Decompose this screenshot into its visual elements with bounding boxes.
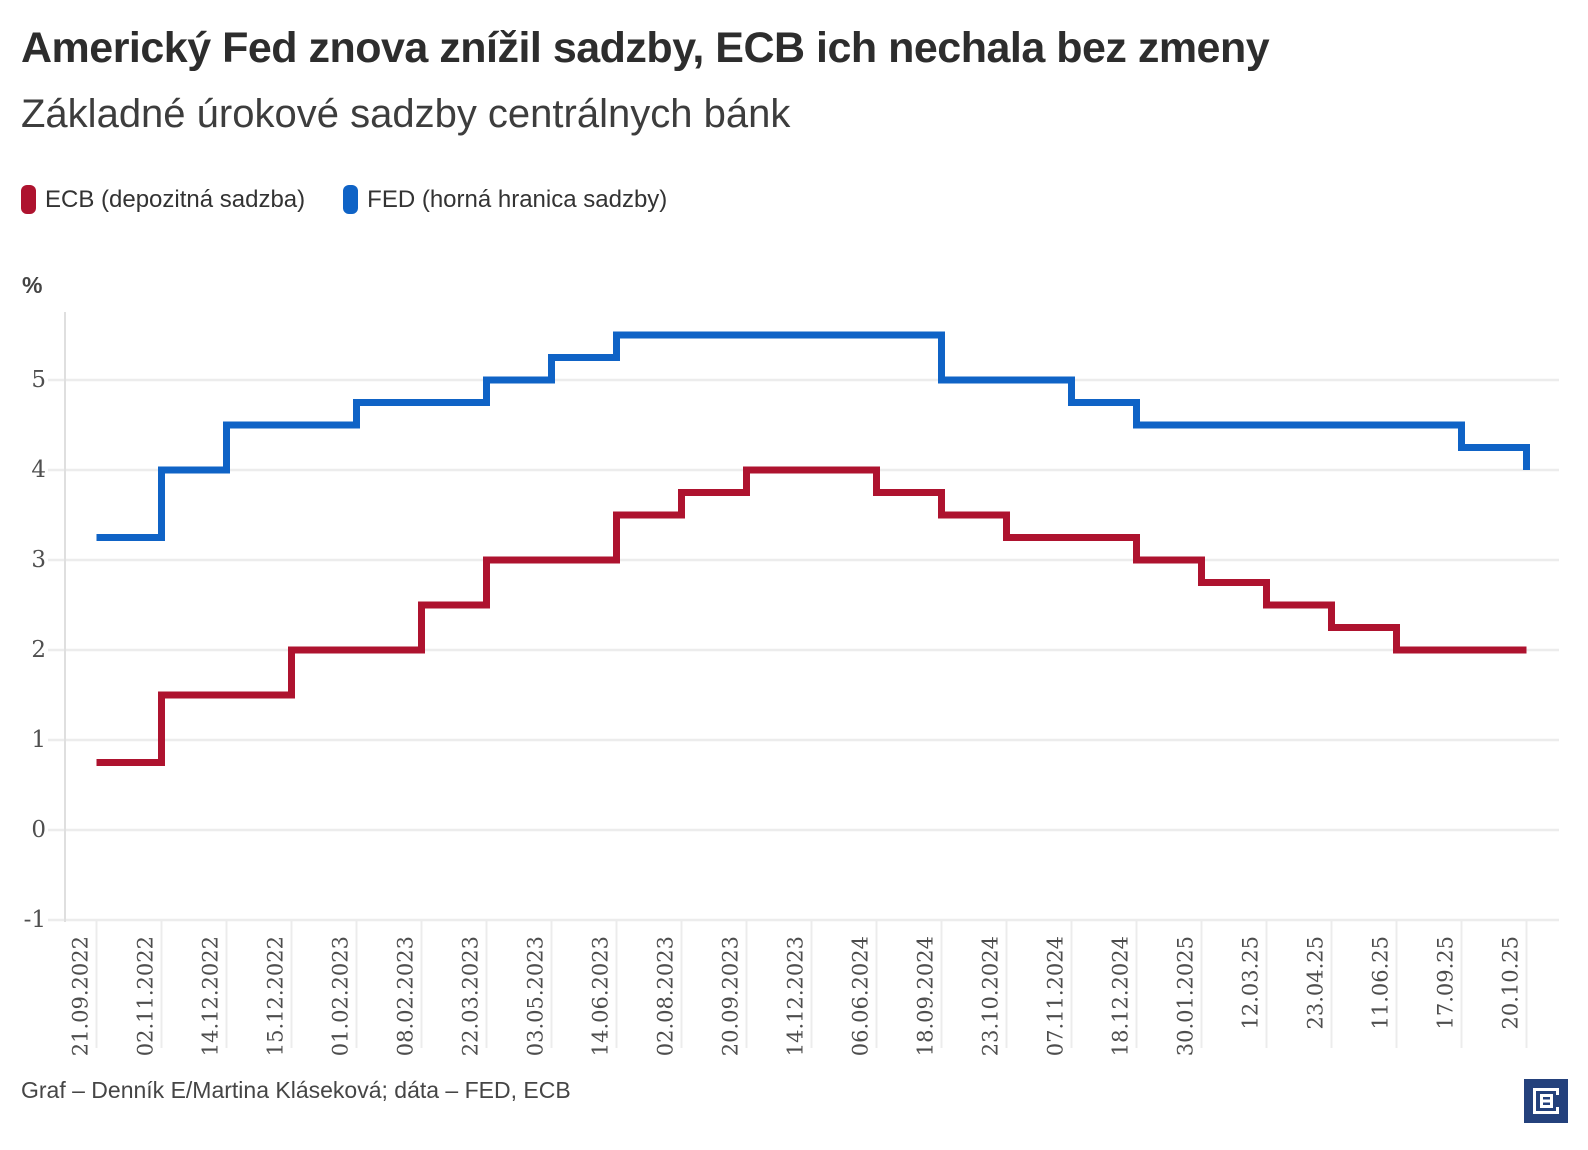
x-tick-label: 14.06.2023: [588, 936, 613, 1057]
x-tick-label: 18.09.2024: [913, 936, 938, 1057]
legend-label-fed: FED (horná hranica sadzby): [367, 185, 668, 213]
x-tick-label: 17.09.25: [1433, 936, 1458, 1030]
x-tick-label: 11.06.25: [1368, 936, 1393, 1030]
y-tick-label: 3: [31, 547, 46, 573]
x-tick-label: 23.04.25: [1303, 936, 1328, 1030]
x-tick-label: 02.11.2022: [133, 936, 158, 1057]
y-tick-label: 5: [31, 367, 46, 393]
fed-swatch-icon: [343, 185, 359, 214]
ecb-swatch-icon: [21, 185, 36, 214]
x-tick-label: 12.03.25: [1238, 936, 1263, 1030]
x-tick-label: 30.01.2025: [1173, 936, 1198, 1057]
x-tick-label: 02.08.2023: [653, 936, 678, 1057]
legend-label-ecb: ECB (depozitná sadzba): [45, 185, 306, 213]
y-tick-label: 2: [31, 637, 46, 663]
y-tick-label: 1: [31, 727, 46, 753]
x-tick-label: 23.10.2024: [978, 936, 1003, 1057]
x-tick-label: 07.11.2024: [1043, 936, 1068, 1057]
x-tick-label: 08.02.2023: [393, 936, 418, 1057]
legend: ECB (depozitná sadzba) FED (horná hranic…: [21, 185, 667, 214]
x-tick-label: 06.06.2024: [848, 936, 873, 1057]
x-tick-label: 14.12.2023: [783, 936, 808, 1057]
page-subtitle: Základné úrokové sadzby centrálnych bánk: [21, 92, 791, 136]
x-tick-label: 20.09.2023: [718, 936, 743, 1057]
credit-line: Graf – Denník E/Martina Kláseková; dáta …: [21, 1077, 571, 1103]
x-tick-label: 18.12.2024: [1108, 936, 1133, 1057]
x-tick-label: 20.10.25: [1498, 936, 1523, 1030]
x-tick-label: 22.03.2023: [458, 936, 483, 1057]
legend-item-fed: FED (horná hranica sadzby): [343, 185, 667, 214]
page-title: Americký Fed znova znížil sadzby, ECB ic…: [21, 24, 1270, 72]
y-tick-label: 0: [31, 817, 46, 843]
dennik-e-logo-icon: [1524, 1079, 1568, 1123]
y-axis-unit-label: %: [22, 272, 43, 298]
x-tick-label: 21.09.2022: [68, 936, 93, 1057]
x-tick-label: 03.05.2023: [523, 936, 548, 1057]
legend-item-ecb: ECB (depozitná sadzba): [21, 185, 305, 214]
x-tick-label: 01.02.2023: [328, 936, 353, 1057]
x-tick-label: 14.12.2022: [198, 936, 223, 1057]
y-tick-label: -1: [23, 907, 46, 933]
x-tick-label: 15.12.2022: [263, 936, 288, 1057]
y-tick-label: 4: [31, 457, 46, 483]
